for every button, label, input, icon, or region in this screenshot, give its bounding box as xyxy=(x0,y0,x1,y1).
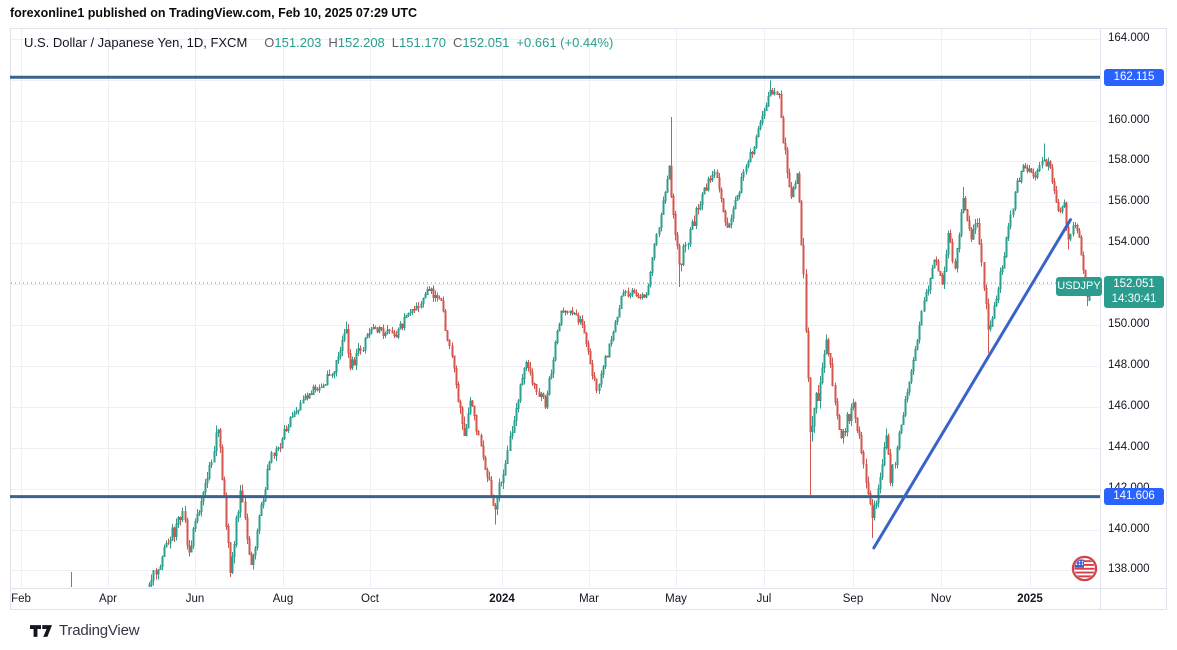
price-tick-label: 154.000 xyxy=(1108,236,1150,249)
low-label: L xyxy=(391,35,400,50)
time-tick-label: Nov xyxy=(930,593,952,605)
high-label: H xyxy=(328,35,338,50)
time-tick-label: Aug xyxy=(272,593,294,605)
price-tick-label: 146.000 xyxy=(1108,399,1150,412)
time-tick-label: Feb xyxy=(11,593,31,605)
symbol-legend: U.S. Dollar / Japanese Yen, 1D, FXCM O151… xyxy=(24,35,613,50)
price-tick-label: 160.000 xyxy=(1108,113,1150,126)
resistance-price-badge: 162.115 xyxy=(1104,69,1164,86)
candles-up-bodies xyxy=(148,89,1091,587)
open-value: 151.203 xyxy=(274,35,322,50)
symbol-title: U.S. Dollar / Japanese Yen, 1D, FXCM xyxy=(24,35,248,50)
time-tick-label: Oct xyxy=(361,593,379,605)
chart-widget xyxy=(10,28,1167,610)
tradingview-logo[interactable]: TradingView xyxy=(30,622,140,639)
price-tick-label: 150.000 xyxy=(1108,318,1150,330)
candles-down-bodies xyxy=(155,89,1089,575)
high-value: 152.208 xyxy=(337,35,385,50)
open-label: O xyxy=(264,35,275,50)
last-price-symbol-tag: USDJPY xyxy=(1056,277,1102,296)
time-tick-label: Apr xyxy=(99,593,117,605)
price-tick-label: 164.000 xyxy=(1108,31,1150,44)
close-label: C xyxy=(453,35,463,50)
candles-down-wicks xyxy=(156,88,1088,580)
price-tick-label: 148.000 xyxy=(1108,358,1150,371)
low-value: 151.170 xyxy=(399,35,447,50)
candles-up-wicks xyxy=(71,80,1090,587)
us-flag-icon xyxy=(1071,555,1098,582)
price-axis-divider xyxy=(1100,28,1101,610)
time-tick-label: 2024 xyxy=(489,593,515,605)
price-tick-label: 138.000 xyxy=(1108,563,1150,576)
close-value: 152.051 xyxy=(462,35,510,50)
last-price-badge: 152.051 14:30:41 xyxy=(1104,276,1164,308)
time-tick-label: 2025 xyxy=(1017,593,1043,605)
grid-lines xyxy=(11,29,1099,587)
candlestick-series xyxy=(71,80,1091,587)
change-value: +0.661 (+0.44%) xyxy=(516,35,614,50)
time-tick-label: May xyxy=(665,593,687,605)
last-price-value: 152.051 xyxy=(1113,278,1155,290)
countdown-timer: 14:30:41 xyxy=(1111,293,1157,305)
tradingview-logo-icon xyxy=(30,624,52,637)
attribution-text: forexonline1 published on TradingView.co… xyxy=(10,6,418,20)
time-axis-divider xyxy=(10,588,1167,589)
price-tick-label: 156.000 xyxy=(1108,195,1150,208)
time-tick-label: Mar xyxy=(579,593,599,605)
tradingview-logo-text: TradingView xyxy=(59,622,140,639)
time-tick-label: Jul xyxy=(756,593,772,605)
price-tick-label: 158.000 xyxy=(1108,154,1150,167)
support-price-badge: 141.606 xyxy=(1104,488,1164,505)
time-tick-label: Jun xyxy=(185,593,205,605)
price-tick-label: 144.000 xyxy=(1108,440,1150,453)
time-tick-label: Sep xyxy=(842,593,864,605)
trend-line[interactable] xyxy=(872,218,1072,550)
price-tick-label: 140.000 xyxy=(1108,522,1150,535)
